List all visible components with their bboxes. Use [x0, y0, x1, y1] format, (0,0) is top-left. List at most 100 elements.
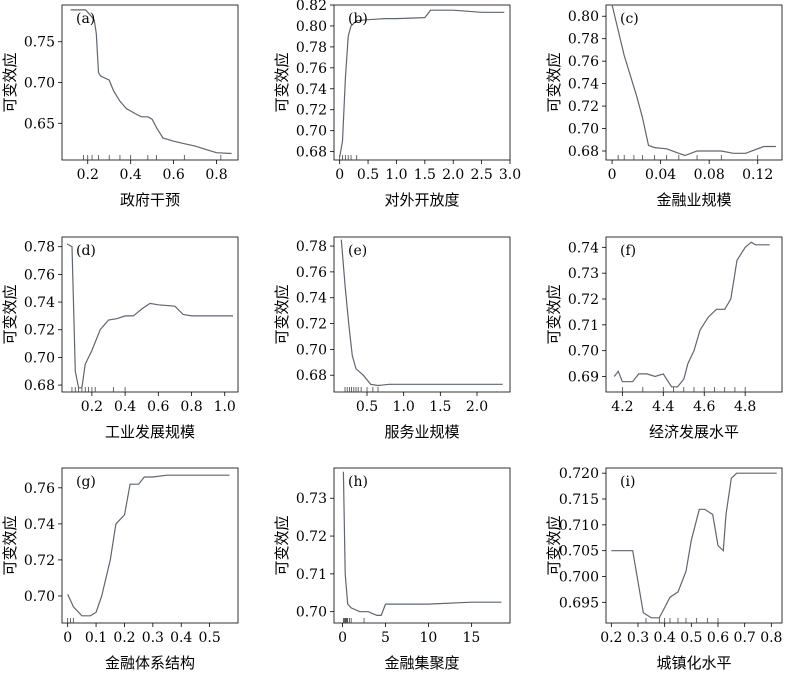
- x-tick-label: 10: [420, 630, 438, 646]
- x-axis-title: 金融业规模: [656, 191, 731, 209]
- y-tick-label: 0.700: [559, 570, 599, 586]
- x-tick-label: 0.12: [742, 167, 773, 183]
- x-tick-label: 0.1: [85, 630, 107, 646]
- plot-frame: [333, 4, 511, 161]
- x-tick-label: 0: [335, 167, 344, 183]
- chart-panel: 0 0.5 1.0 1.5 2.0 2.5 3.0 0.68 0.70 0.72 0.74 0.76 0…: [273, 0, 521, 209]
- y-tick-label: 0.78: [568, 32, 599, 48]
- series-line: [67, 474, 230, 617]
- x-axis-title: 金融集聚度: [384, 654, 459, 672]
- y-tick-label: 0.73: [568, 266, 599, 282]
- x-tick-label: 0.08: [694, 167, 725, 183]
- x-tick-label: 1.0: [393, 399, 415, 415]
- y-tick-label: 0.76: [296, 61, 327, 77]
- y-tick-label: 0.74: [568, 240, 599, 256]
- x-tick-label: 0.4: [170, 630, 192, 646]
- y-tick-label: 0.720: [559, 466, 599, 482]
- y-tick-label: 0.72: [24, 553, 55, 569]
- panel-label: (g): [76, 474, 96, 490]
- y-tick-label: 0.82: [296, 0, 327, 14]
- series-line: [611, 4, 776, 157]
- x-tick-label: 0: [63, 630, 72, 646]
- x-tick-label: 0.3: [142, 630, 164, 646]
- plot-frame: [605, 236, 783, 393]
- x-tick-label: 0.8: [180, 399, 202, 415]
- y-axis-title: 可变效应: [1, 515, 19, 575]
- y-tick-label: 0.72: [568, 292, 599, 308]
- y-axis-title: 可变效应: [545, 515, 563, 575]
- y-tick-label: 0.74: [24, 517, 55, 533]
- plot-frame: [61, 4, 239, 161]
- x-tick-label: 0.5: [357, 167, 379, 183]
- x-tick-label: 0.4: [654, 630, 676, 646]
- x-axis-title: 金融体系结构: [105, 654, 195, 672]
- y-axis-title: 可变效应: [545, 52, 563, 112]
- x-tick-label: 3.0: [499, 167, 521, 183]
- y-tick-label: 0.72: [568, 99, 599, 115]
- panel-label: (h): [348, 474, 368, 490]
- x-tick-label: 15: [462, 630, 480, 646]
- y-tick-label: 0.69: [568, 370, 599, 386]
- y-tick-label: 0.80: [568, 9, 599, 25]
- x-tick-label: 5: [381, 630, 390, 646]
- chart-panel: 0 0.04 0.08 0.12 0.68 0.70 0.72 0.74 0.76 0.78 0.8…: [545, 4, 783, 209]
- x-tick-label: 4.8: [734, 399, 756, 415]
- x-tick-label: 0: [608, 167, 617, 183]
- plot-frame: [61, 236, 239, 393]
- y-tick-label: 0.70: [24, 350, 55, 366]
- panel-label: (e): [348, 243, 367, 259]
- y-tick-label: 0.70: [296, 605, 327, 621]
- y-axis-title: 可变效应: [545, 284, 563, 344]
- panel-label: (a): [76, 11, 95, 27]
- y-tick-label: 0.65: [24, 116, 55, 132]
- y-tick-label: 0.68: [296, 145, 327, 161]
- y-tick-label: 0.78: [296, 239, 327, 255]
- x-tick-label: 0.6: [162, 167, 184, 183]
- x-tick-label: 1.5: [414, 167, 436, 183]
- x-tick-label: 0.6: [707, 630, 729, 646]
- chart-panel: 0.2 0.4 0.6 0.8 1.0 0.68 0.70 0.72 0.74 0.76 0.78 (…: [1, 236, 239, 441]
- y-tick-label: 0.75: [24, 35, 55, 51]
- series-line: [339, 9, 505, 158]
- y-tick-label: 0.74: [296, 82, 327, 98]
- x-tick-label: 2.0: [442, 167, 464, 183]
- x-tick-label: 0: [338, 630, 347, 646]
- y-tick-label: 0.70: [568, 344, 599, 360]
- x-axis-title: 服务业规模: [384, 423, 459, 441]
- y-tick-label: 0.705: [559, 544, 599, 560]
- x-tick-label: 1.0: [214, 399, 236, 415]
- chart-panel: 4.2 4.4 4.6 4.8 0.69 0.70 0.71 0.72 0.73 0.74 (f) 经…: [545, 236, 783, 441]
- x-tick-label: 0.2: [81, 399, 103, 415]
- y-axis-title: 可变效应: [273, 52, 291, 112]
- y-axis-title: 可变效应: [273, 284, 291, 344]
- y-tick-label: 0.73: [296, 491, 327, 507]
- x-tick-label: 0.5: [680, 630, 702, 646]
- y-tick-label: 0.76: [568, 54, 599, 70]
- plot-frame: [333, 467, 511, 624]
- y-tick-label: 0.78: [24, 240, 55, 256]
- y-axis-title: 可变效应: [273, 515, 291, 575]
- x-tick-label: 0.5: [356, 399, 378, 415]
- x-axis-title: 城镇化水平: [656, 654, 731, 672]
- series-line: [340, 239, 503, 387]
- x-tick-label: 0.7: [734, 630, 756, 646]
- x-tick-label: 1.5: [429, 399, 451, 415]
- y-tick-label: 0.72: [296, 317, 327, 333]
- y-tick-label: 0.78: [296, 40, 327, 56]
- chart-panel: 0.2 0.3 0.4 0.5 0.6 0.7 0.8 0.695 0.700 0.705 0.71…: [545, 466, 782, 672]
- y-tick-label: 0.72: [24, 323, 55, 339]
- y-tick-label: 0.80: [296, 19, 327, 35]
- x-axis-title: 政府干预: [120, 191, 180, 209]
- y-tick-label: 0.70: [296, 124, 327, 140]
- plot-frame: [605, 4, 783, 161]
- y-tick-label: 0.71: [568, 318, 599, 334]
- x-tick-label: 0.04: [645, 167, 676, 183]
- x-tick-label: 2.0: [466, 399, 488, 415]
- plot-frame: [333, 236, 511, 393]
- y-tick-label: 0.74: [296, 291, 327, 307]
- y-tick-label: 0.70: [568, 122, 599, 138]
- chart-panel: 0.2 0.4 0.6 0.8 0.65 0.70 0.75 (a) 政府干预 可变效应: [1, 4, 239, 209]
- series-line: [613, 241, 770, 388]
- chart-panel: 0 5 10 15 0.70 0.71 0.72 0.73 (h) 金融集聚度 可变效应: [273, 467, 511, 672]
